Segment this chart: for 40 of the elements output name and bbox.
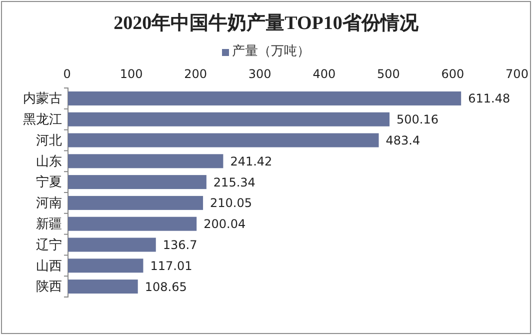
x-tick-label: 100: [120, 67, 143, 81]
x-tick-label: 500: [376, 67, 400, 81]
y-tick-label: 宁夏: [36, 174, 62, 190]
x-tick-label: 0: [63, 67, 71, 81]
y-tick-label: 山西: [36, 258, 62, 274]
bar: [68, 280, 138, 294]
y-tick-label: 黑龙江: [23, 112, 62, 128]
y-tick-label: 陕西: [36, 280, 62, 295]
y-tick-label: 新疆: [36, 217, 62, 232]
bar: [68, 238, 156, 252]
x-tick-label: 700: [506, 67, 528, 81]
bar: [68, 216, 197, 231]
x-tick-label: 300: [248, 67, 272, 81]
bar: [68, 175, 206, 190]
bar: [68, 133, 379, 148]
bar: [68, 112, 390, 126]
y-tick-label: 河南: [36, 196, 62, 212]
data-label: 117.01: [150, 258, 192, 273]
data-label: 500.16: [396, 112, 439, 127]
data-label: 483.4: [386, 133, 420, 148]
y-tick-label: 内蒙古: [23, 92, 62, 107]
bar: [68, 91, 462, 106]
data-label: 611.48: [468, 92, 510, 106]
legend-label: 产量（万吨）: [232, 44, 310, 59]
bar: [68, 154, 224, 168]
data-label: 136.7: [162, 238, 198, 252]
chart-title: 2020年中国牛奶产量TOP10省份情况: [114, 12, 420, 34]
x-tick-label: 200: [184, 67, 208, 81]
y-tick-label: 辽宁: [36, 236, 62, 253]
data-label: 215.34: [213, 175, 256, 190]
data-label: 241.42: [230, 154, 272, 168]
data-label: 210.05: [210, 196, 252, 210]
x-tick-label: 400: [312, 67, 336, 81]
x-tick-label: 600: [441, 67, 464, 81]
y-tick-label: 河北: [36, 133, 62, 148]
data-label: 200.04: [204, 217, 246, 232]
bar: [68, 196, 204, 210]
bar: [68, 258, 144, 273]
data-label: 108.65: [144, 280, 187, 294]
y-tick-label: 山东: [36, 154, 62, 170]
